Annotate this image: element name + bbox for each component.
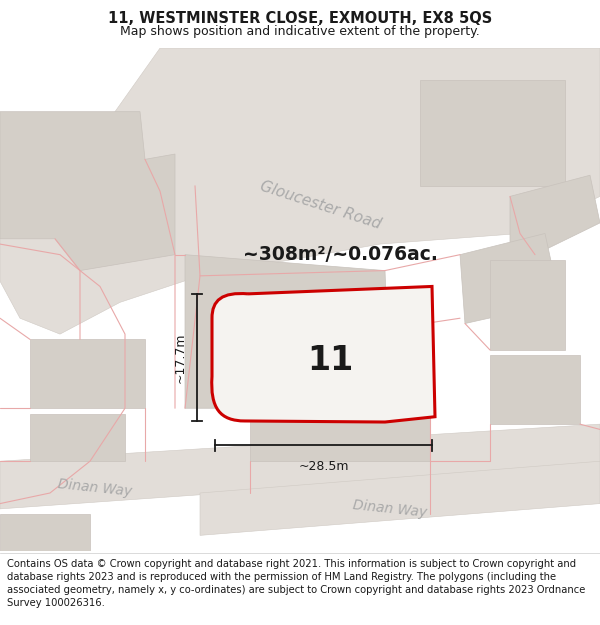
- Polygon shape: [0, 112, 175, 271]
- Polygon shape: [30, 339, 145, 408]
- Polygon shape: [200, 461, 600, 536]
- Text: 11, WESTMINSTER CLOSE, EXMOUTH, EX8 5QS: 11, WESTMINSTER CLOSE, EXMOUTH, EX8 5QS: [108, 11, 492, 26]
- Text: Gloucester Road: Gloucester Road: [257, 178, 382, 231]
- Polygon shape: [460, 234, 560, 324]
- Text: ~28.5m: ~28.5m: [298, 460, 349, 473]
- Text: 11: 11: [307, 344, 353, 377]
- Text: ~308m²/~0.076ac.: ~308m²/~0.076ac.: [242, 245, 437, 264]
- Polygon shape: [0, 514, 90, 551]
- Text: Dinan Way: Dinan Way: [57, 477, 133, 499]
- Polygon shape: [30, 414, 125, 461]
- Text: ~17.7m: ~17.7m: [174, 332, 187, 382]
- Text: Dinan Way: Dinan Way: [352, 498, 428, 520]
- PathPatch shape: [212, 286, 435, 422]
- Polygon shape: [490, 260, 565, 350]
- Text: Map shows position and indicative extent of the property.: Map shows position and indicative extent…: [120, 24, 480, 38]
- Polygon shape: [0, 48, 600, 334]
- Polygon shape: [420, 80, 565, 186]
- Text: Contains OS data © Crown copyright and database right 2021. This information is : Contains OS data © Crown copyright and d…: [7, 559, 586, 608]
- Polygon shape: [250, 408, 430, 461]
- Polygon shape: [490, 355, 580, 424]
- Polygon shape: [510, 175, 600, 254]
- Polygon shape: [0, 424, 600, 509]
- Polygon shape: [185, 254, 390, 408]
